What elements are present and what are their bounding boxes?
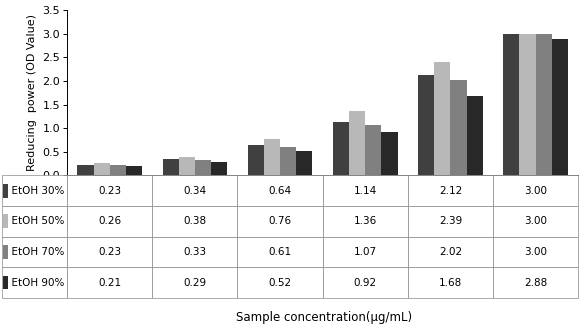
Bar [349,111,365,175]
Bar [264,139,280,175]
Bar [162,159,179,175]
Bar [280,147,296,175]
Bar [248,145,264,175]
Bar [467,96,483,175]
Y-axis label: Reducing  power (OD Value): Reducing power (OD Value) [27,14,37,171]
Bar [519,33,536,175]
Bar [296,151,312,175]
Bar [552,39,568,175]
Bar [450,80,467,175]
Bar [381,132,398,175]
Bar [333,121,349,175]
Bar [536,33,552,175]
Bar [93,163,110,175]
Bar [503,33,519,175]
Bar [211,162,227,175]
Bar [418,75,434,175]
Bar [179,158,195,175]
Bar [3,276,8,290]
Bar [365,125,381,175]
Bar [110,165,126,175]
Bar [3,214,8,228]
Text: Sample concentration(µg/mL): Sample concentration(µg/mL) [236,311,412,324]
Bar [77,165,93,175]
Bar [195,160,211,175]
Bar [434,63,450,175]
Bar [3,184,8,198]
Bar [126,166,142,175]
Bar [3,245,8,259]
